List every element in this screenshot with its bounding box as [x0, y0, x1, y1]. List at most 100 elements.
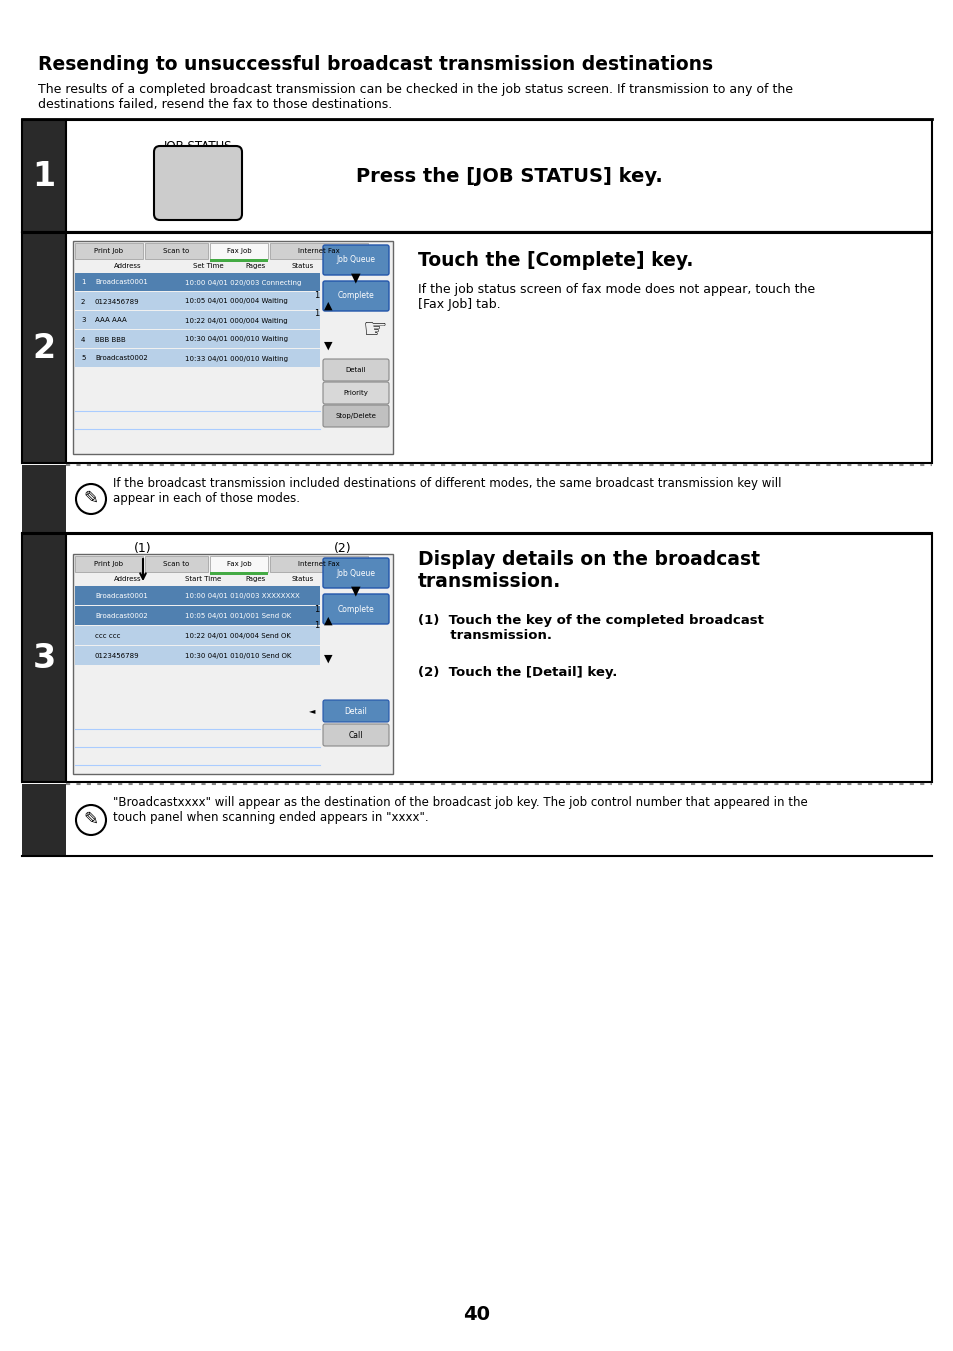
Text: 2: 2	[81, 299, 85, 304]
Text: Detail: Detail	[344, 707, 367, 716]
Text: 1: 1	[81, 280, 86, 285]
Text: Broadcast0001: Broadcast0001	[95, 280, 148, 285]
FancyBboxPatch shape	[75, 626, 319, 644]
Text: ▼: ▼	[323, 340, 332, 351]
Text: Complete: Complete	[337, 292, 374, 300]
Text: 10:00 04/01 020/003 Connecting: 10:00 04/01 020/003 Connecting	[185, 280, 301, 285]
FancyBboxPatch shape	[210, 243, 268, 259]
Text: Detail: Detail	[345, 367, 366, 373]
Text: AAA AAA: AAA AAA	[95, 317, 127, 323]
FancyBboxPatch shape	[22, 120, 66, 232]
Text: ✎: ✎	[83, 811, 98, 830]
Text: (2)  Touch the [Detail] key.: (2) Touch the [Detail] key.	[417, 666, 617, 680]
Text: 4: 4	[81, 336, 85, 343]
Text: Status: Status	[292, 576, 314, 582]
Text: ▼: ▼	[351, 585, 360, 597]
Text: (1)  Touch the key of the completed broadcast
       transmission.: (1) Touch the key of the completed broad…	[417, 613, 763, 642]
FancyBboxPatch shape	[210, 571, 268, 576]
FancyBboxPatch shape	[75, 646, 319, 665]
FancyBboxPatch shape	[210, 557, 268, 571]
FancyBboxPatch shape	[145, 243, 208, 259]
FancyBboxPatch shape	[75, 586, 319, 605]
Text: If the job status screen of fax mode does not appear, touch the
[Fax Job] tab.: If the job status screen of fax mode doe…	[417, 282, 814, 311]
Text: 2: 2	[32, 331, 55, 365]
Text: Resending to unsuccessful broadcast transmission destinations: Resending to unsuccessful broadcast tran…	[38, 55, 713, 74]
FancyBboxPatch shape	[75, 243, 143, 259]
Text: Broadcast0002: Broadcast0002	[95, 355, 148, 362]
FancyBboxPatch shape	[323, 382, 389, 404]
FancyBboxPatch shape	[323, 281, 389, 311]
Text: 10:33 04/01 000/010 Waiting: 10:33 04/01 000/010 Waiting	[185, 355, 288, 362]
Text: (1): (1)	[134, 542, 152, 555]
Text: 10:05 04/01 001/001 Send OK: 10:05 04/01 001/001 Send OK	[185, 613, 291, 619]
Text: ◄: ◄	[309, 707, 314, 716]
FancyBboxPatch shape	[75, 607, 319, 626]
FancyBboxPatch shape	[75, 292, 319, 309]
Text: Broadcast0002: Broadcast0002	[95, 613, 148, 619]
FancyBboxPatch shape	[73, 240, 393, 454]
Text: Set Time: Set Time	[193, 263, 223, 269]
FancyBboxPatch shape	[75, 311, 319, 330]
Text: 1: 1	[314, 621, 319, 631]
Text: ▼: ▼	[351, 272, 360, 285]
FancyBboxPatch shape	[145, 557, 208, 571]
FancyBboxPatch shape	[323, 594, 389, 624]
Text: ▼: ▼	[323, 654, 332, 663]
FancyBboxPatch shape	[323, 700, 389, 721]
Text: JOB STATUS: JOB STATUS	[164, 141, 232, 153]
Text: Print Job: Print Job	[94, 561, 123, 567]
Text: 0123456789: 0123456789	[95, 299, 139, 304]
Text: 10:00 04/01 010/003 XXXXXXXX: 10:00 04/01 010/003 XXXXXXXX	[185, 593, 299, 598]
Circle shape	[76, 805, 106, 835]
Text: Address: Address	[114, 576, 142, 582]
Text: 10:30 04/01 000/010 Waiting: 10:30 04/01 000/010 Waiting	[185, 336, 288, 343]
FancyBboxPatch shape	[323, 245, 389, 276]
FancyBboxPatch shape	[66, 534, 931, 782]
FancyBboxPatch shape	[75, 273, 319, 290]
FancyBboxPatch shape	[66, 232, 931, 463]
Text: Scan to: Scan to	[163, 249, 190, 254]
FancyBboxPatch shape	[22, 534, 66, 782]
Text: Address: Address	[114, 263, 142, 269]
Text: 10:22 04/01 004/004 Send OK: 10:22 04/01 004/004 Send OK	[185, 634, 291, 639]
FancyBboxPatch shape	[323, 558, 389, 588]
Text: Pages: Pages	[246, 263, 266, 269]
FancyBboxPatch shape	[75, 557, 143, 571]
Text: Internet Fax: Internet Fax	[297, 249, 339, 254]
Text: "Broadcastxxxx" will appear as the destination of the broadcast job key. The job: "Broadcastxxxx" will appear as the desti…	[112, 796, 807, 824]
FancyBboxPatch shape	[270, 243, 368, 259]
Text: 3: 3	[81, 317, 86, 323]
Text: 10:30 04/01 010/010 Send OK: 10:30 04/01 010/010 Send OK	[185, 653, 291, 659]
Text: ccc ccc: ccc ccc	[95, 634, 120, 639]
Text: 1: 1	[32, 159, 55, 192]
Text: ▲: ▲	[323, 616, 332, 626]
FancyBboxPatch shape	[210, 259, 268, 262]
Text: Pages: Pages	[246, 576, 266, 582]
Text: 3: 3	[32, 642, 55, 674]
Text: Display details on the broadcast
transmission.: Display details on the broadcast transmi…	[417, 550, 760, 590]
Text: Complete: Complete	[337, 604, 374, 613]
FancyBboxPatch shape	[323, 359, 389, 381]
Text: 1: 1	[314, 292, 319, 300]
FancyBboxPatch shape	[66, 120, 931, 232]
Text: Call: Call	[349, 731, 363, 739]
Text: 10:22 04/01 000/004 Waiting: 10:22 04/01 000/004 Waiting	[185, 317, 287, 323]
Text: Internet Fax: Internet Fax	[297, 561, 339, 567]
Text: 0123456789: 0123456789	[95, 653, 139, 659]
FancyBboxPatch shape	[22, 784, 66, 857]
Text: Fax Job: Fax Job	[227, 249, 251, 254]
Text: Fax Job: Fax Job	[227, 561, 251, 567]
FancyBboxPatch shape	[75, 349, 319, 367]
Text: destinations failed, resend the fax to those destinations.: destinations failed, resend the fax to t…	[38, 99, 392, 111]
Text: ▲: ▲	[323, 301, 332, 311]
Text: 5: 5	[81, 355, 85, 362]
Text: 1: 1	[314, 308, 319, 317]
Text: Start Time: Start Time	[185, 576, 221, 582]
Text: Status: Status	[292, 263, 314, 269]
FancyBboxPatch shape	[323, 405, 389, 427]
Text: ✎: ✎	[83, 490, 98, 508]
FancyBboxPatch shape	[22, 465, 66, 534]
Text: Print Job: Print Job	[94, 249, 123, 254]
Text: Job Queue: Job Queue	[336, 569, 375, 577]
FancyBboxPatch shape	[270, 557, 368, 571]
